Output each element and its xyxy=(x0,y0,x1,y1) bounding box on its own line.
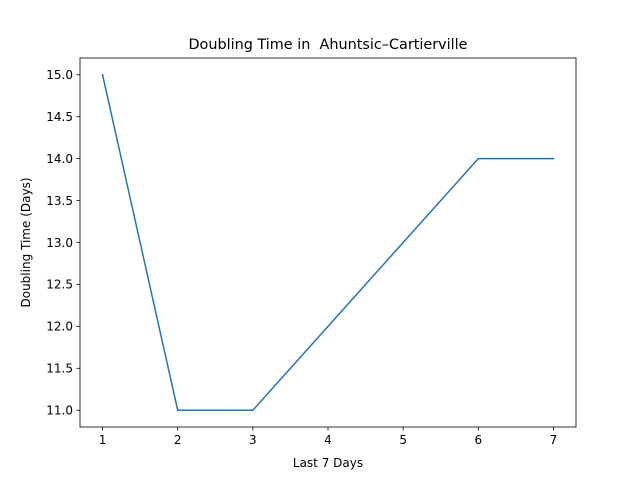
x-tick-label: 2 xyxy=(174,433,182,447)
x-tick-label: 1 xyxy=(99,433,107,447)
data-point xyxy=(477,157,480,160)
plot-frame xyxy=(79,57,577,428)
x-tick-label: 7 xyxy=(550,433,558,447)
x-axis-label: Last 7 Days xyxy=(293,456,363,470)
y-tick-label: 12.0 xyxy=(46,320,73,334)
data-point xyxy=(327,325,329,328)
plot-area xyxy=(80,58,576,427)
y-tick-label: 15.0 xyxy=(46,68,73,82)
chart-title: Doubling Time in Ahuntsic–Cartierville xyxy=(188,37,467,53)
data-point xyxy=(252,409,254,411)
y-axis-ticks: 11.0 11.5 12.0 12.5 13.0 13.5 14.0 14.5 15.0 xyxy=(46,68,80,418)
data-point xyxy=(176,409,179,411)
y-tick-label: 13.5 xyxy=(46,194,73,208)
y-axis-label: Doubling Time (Days) xyxy=(19,177,33,307)
x-tick-label: 3 xyxy=(249,433,257,447)
y-tick-label: 11.5 xyxy=(46,362,73,376)
x-tick-label: 6 xyxy=(474,433,482,447)
y-tick-label: 14.5 xyxy=(46,110,73,124)
y-tick-label: 13.0 xyxy=(46,236,73,250)
y-tick-label: 14.0 xyxy=(46,152,73,166)
x-tick-label: 4 xyxy=(324,433,332,447)
data-point xyxy=(101,74,104,76)
y-tick-label: 12.5 xyxy=(46,278,73,292)
data-point xyxy=(402,241,404,244)
x-axis-ticks: 1 2 3 4 5 6 7 xyxy=(99,427,558,447)
data-point xyxy=(552,157,555,160)
x-tick-label: 5 xyxy=(399,433,407,447)
series-layer xyxy=(101,73,555,411)
y-tick-label: 11.0 xyxy=(46,404,73,418)
